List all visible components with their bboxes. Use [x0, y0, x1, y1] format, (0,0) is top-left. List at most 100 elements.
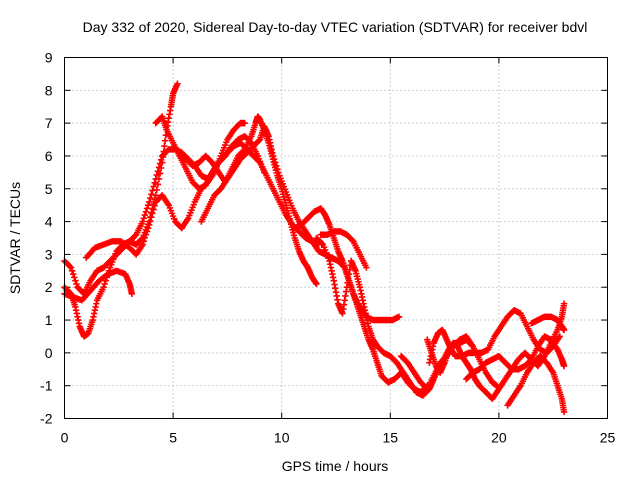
data-point [143, 228, 151, 235]
data-point [313, 280, 320, 288]
data-point [66, 263, 74, 270]
data-point [274, 165, 281, 173]
data-point [142, 208, 150, 215]
data-point [73, 280, 80, 288]
data-point [150, 206, 157, 213]
data-point [318, 240, 326, 247]
data-point [128, 290, 136, 297]
data-point [161, 137, 169, 144]
data-point [140, 238, 147, 245]
x-tick-label: 0 [61, 430, 69, 446]
y-tick-label: 3 [45, 246, 53, 262]
data-point [148, 191, 155, 198]
data-point [261, 169, 268, 176]
data-point [527, 357, 534, 364]
x-tick-label: 20 [491, 430, 507, 446]
data-point [146, 221, 153, 229]
data-point [151, 179, 158, 186]
data-point [269, 152, 277, 160]
data-point [69, 270, 77, 278]
data-point [141, 234, 149, 242]
data-point [560, 362, 568, 370]
y-tick-label: 9 [45, 50, 53, 66]
data-point [68, 267, 76, 275]
data-point [143, 205, 151, 212]
y-tick-label: -1 [40, 378, 53, 394]
data-point [71, 274, 78, 281]
data-point [240, 147, 247, 154]
x-tick-labels: 0 5 10 15 20 25 [61, 430, 616, 446]
data-point [275, 169, 282, 176]
data-point [141, 211, 149, 219]
data-point [67, 264, 75, 271]
grid-lines [64, 57, 608, 419]
series-track-8 [291, 205, 431, 396]
data-point [100, 284, 107, 291]
y-tick-label: 0 [45, 345, 53, 361]
data-point [153, 171, 161, 179]
chart-title: Day 332 of 2020, Sidereal Day-to-day VTE… [83, 19, 588, 35]
y-tick-label: 4 [45, 214, 53, 230]
series-track-15 [504, 352, 568, 416]
x-tick-label: 10 [274, 430, 290, 446]
y-tick-label: 6 [45, 148, 53, 164]
y-tick-label: 8 [45, 82, 53, 98]
data-point [157, 164, 165, 172]
y-tick-label: 7 [45, 115, 53, 131]
data-point [72, 277, 79, 284]
data-point [144, 224, 152, 232]
data-point [156, 170, 164, 177]
data-point [560, 408, 568, 416]
series-track-13 [426, 307, 563, 366]
data-point [146, 198, 153, 206]
series-track-14 [463, 333, 568, 383]
y-tick-label: 1 [45, 312, 53, 328]
y-tick-label: 2 [45, 279, 53, 295]
data-point [154, 181, 162, 188]
y-axis-label: SDTVAR / TECUs [7, 182, 23, 294]
data-point [271, 159, 279, 166]
data-point [147, 194, 154, 202]
data-point [160, 148, 167, 155]
series-track-10 [313, 234, 477, 399]
data-point [152, 192, 159, 199]
data-point [153, 186, 161, 194]
series-track-9 [317, 228, 370, 271]
data-point [139, 218, 146, 225]
data-point [560, 300, 568, 307]
data-point [144, 201, 152, 209]
data-points [61, 80, 568, 416]
series-track-3 [61, 267, 136, 304]
y-tick-label: -2 [40, 411, 53, 427]
series-track-16 [528, 313, 568, 334]
data-point [273, 162, 280, 169]
x-tick-label: 15 [383, 430, 399, 446]
data-point [349, 236, 356, 244]
data-point [151, 202, 158, 209]
data-point [149, 210, 156, 217]
data-point [148, 214, 155, 221]
plot-frame [64, 57, 608, 419]
data-point [556, 333, 563, 340]
data-point [150, 183, 157, 190]
data-point [159, 153, 167, 161]
data-point [255, 137, 263, 144]
data-point [131, 232, 139, 240]
data-point [159, 159, 166, 166]
data-point [139, 241, 146, 248]
data-point [174, 80, 181, 87]
data-point [241, 119, 248, 127]
data-point [270, 156, 278, 163]
data-point [140, 215, 147, 222]
data-point [101, 280, 108, 288]
data-point [363, 264, 370, 271]
x-axis-label: GPS time / hours [282, 458, 389, 474]
y-tick-label: 5 [45, 181, 53, 197]
data-point [161, 142, 168, 150]
data-point [395, 313, 403, 320]
x-tick-label: 25 [600, 430, 616, 446]
data-point [155, 175, 163, 183]
data-point [147, 217, 154, 225]
data-point [142, 231, 150, 238]
